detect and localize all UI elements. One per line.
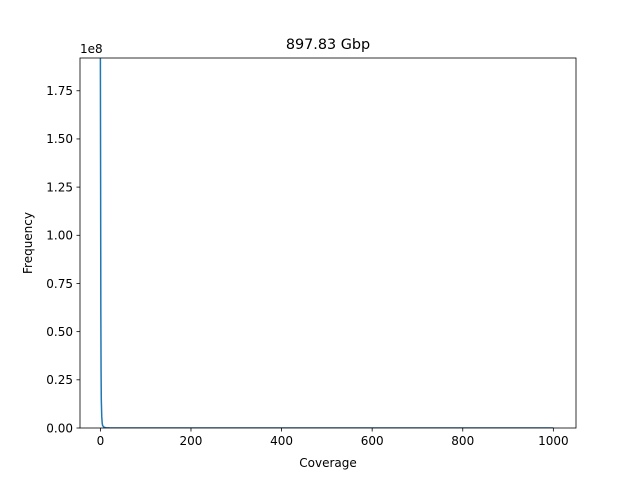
- y-tick-label: 0.50: [46, 325, 73, 339]
- y-tick-label: 0.75: [46, 277, 73, 291]
- x-tick-label: 0: [97, 434, 105, 448]
- y-axis-ticks: 0.00 0.25 0.50 0.75 1.00 1.25 1.50 1.75: [46, 84, 80, 435]
- x-tick-label: 400: [270, 434, 293, 448]
- series-line: [99, 58, 554, 428]
- y-axis-offset-text: 1e8: [80, 42, 103, 56]
- x-tick-label: 600: [361, 434, 384, 448]
- x-tick-label: 200: [180, 434, 203, 448]
- chart-title: 897.83 Gbp: [286, 37, 370, 53]
- plot-frame: [79, 57, 577, 429]
- x-axis-label: Coverage: [299, 456, 357, 470]
- series-layer: [99, 58, 554, 428]
- y-tick-label: 1.25: [46, 180, 73, 194]
- y-tick-label: 1.00: [46, 229, 73, 243]
- y-axis-label: Frequency: [21, 212, 35, 274]
- y-tick-label: 1.50: [46, 132, 73, 146]
- x-tick-label: 1000: [538, 434, 569, 448]
- y-tick-label: 1.75: [46, 84, 73, 98]
- y-tick-label: 0.00: [46, 421, 73, 435]
- x-tick-label: 800: [451, 434, 474, 448]
- x-axis-ticks: 0 200 400 600 800 1000: [97, 428, 569, 448]
- y-tick-label: 0.25: [46, 373, 73, 387]
